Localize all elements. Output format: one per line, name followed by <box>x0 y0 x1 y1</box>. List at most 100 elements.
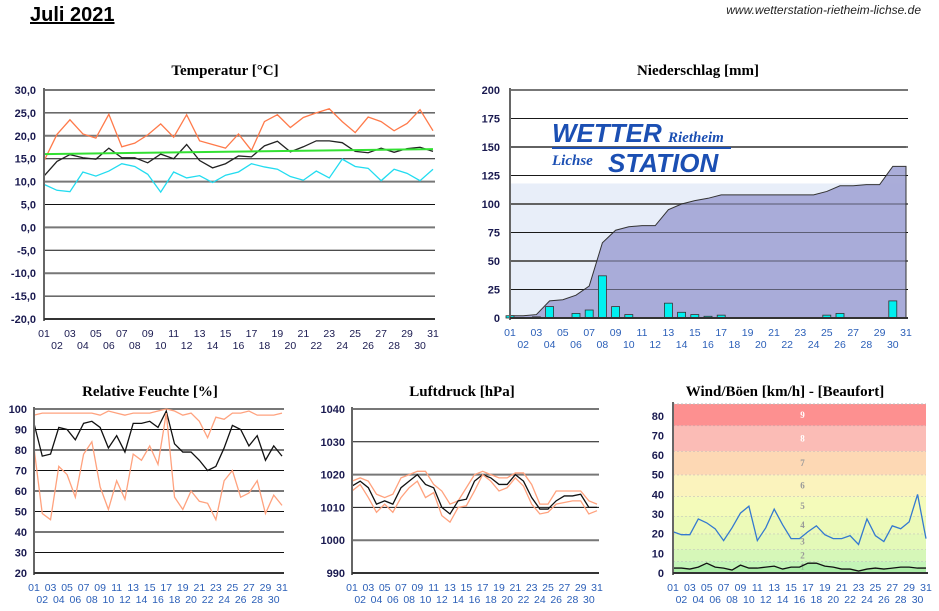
y-tick-label: 20,0 <box>15 131 36 143</box>
max-series-line <box>351 470 598 505</box>
x-tick-label: 24 <box>336 340 348 352</box>
y-tick-label: 200 <box>482 85 500 97</box>
x-tick-label: 26 <box>834 339 846 351</box>
logo-text: WETTER <box>552 118 662 148</box>
x-tick-label: 02 <box>517 339 529 351</box>
x-tick-label: 10 <box>743 594 755 606</box>
y-tick-label: 75 <box>488 228 500 240</box>
chart-title: Temperatur [°C] <box>171 63 278 79</box>
beaufort-label: 6 <box>800 481 805 491</box>
beaufort-band <box>673 404 926 426</box>
x-tick-label: 31 <box>276 582 288 594</box>
x-tick-label: 14 <box>676 339 688 351</box>
x-tick-label: 08 <box>403 594 415 606</box>
beaufort-band <box>673 425 926 452</box>
x-tick-label: 11 <box>111 582 122 594</box>
beaufort-label: 2 <box>800 550 805 560</box>
x-tick-label: 14 <box>207 340 219 352</box>
x-tick-label: 25 <box>349 328 361 340</box>
x-tick-label: 17 <box>246 328 258 340</box>
x-tick-label: 27 <box>847 327 859 339</box>
x-tick-label: 25 <box>821 327 833 339</box>
min-series-line <box>33 412 283 522</box>
x-tick-label: 09 <box>735 582 747 594</box>
max-series-line <box>43 108 434 162</box>
x-tick-label: 26 <box>362 340 374 352</box>
mean-series-line <box>43 140 434 177</box>
x-tick-label: 19 <box>819 582 831 594</box>
x-tick-label: 20 <box>501 594 513 606</box>
chart-title: Niederschlag [mm] <box>637 63 759 79</box>
pressure-chart: Luftdruck [hPa]1040103010201010100099001… <box>321 384 603 606</box>
x-tick-label: 18 <box>811 594 823 606</box>
y-tick-label: 50 <box>15 507 27 519</box>
x-tick-label: 05 <box>379 582 391 594</box>
x-tick-label: 28 <box>861 339 873 351</box>
x-tick-label: 19 <box>493 582 505 594</box>
x-tick-label: 04 <box>692 594 704 606</box>
x-tick-label: 11 <box>168 328 179 340</box>
x-tick-label: 17 <box>477 582 489 594</box>
beaufort-band <box>673 496 926 517</box>
x-tick-label: 20 <box>285 340 297 352</box>
x-tick-label: 09 <box>142 328 154 340</box>
beaufort-label: 7 <box>800 458 805 468</box>
x-tick-label: 29 <box>401 328 413 340</box>
min-series-line <box>351 473 598 524</box>
daily-precip-bar <box>584 309 594 319</box>
x-tick-label: 15 <box>220 328 232 340</box>
y-tick-label: 30 <box>652 509 664 521</box>
x-tick-label: 08 <box>597 339 609 351</box>
x-tick-label: 13 <box>663 327 675 339</box>
x-tick-label: 30 <box>414 340 426 352</box>
x-tick-label: 07 <box>395 582 407 594</box>
x-tick-label: 27 <box>886 582 898 594</box>
x-tick-label: 16 <box>469 594 481 606</box>
beaufort-label: 4 <box>800 520 805 530</box>
x-tick-label: 03 <box>45 582 57 594</box>
x-tick-label: 19 <box>742 327 754 339</box>
y-tick-label: 80 <box>15 445 27 457</box>
x-tick-label: 02 <box>676 594 688 606</box>
beaufort-band <box>673 451 926 475</box>
x-tick-label: 24 <box>534 594 546 606</box>
x-tick-label: 02 <box>354 594 366 606</box>
x-tick-label: 13 <box>768 582 780 594</box>
x-tick-label: 29 <box>575 582 587 594</box>
x-tick-label: 12 <box>119 594 131 606</box>
chart-title: Wind/Böen [km/h] - [Beaufort] <box>686 384 884 400</box>
x-tick-label: 05 <box>557 327 569 339</box>
y-tick-label: 70 <box>652 430 664 442</box>
x-tick-label: 11 <box>637 327 648 339</box>
y-tick-label: 0,0 <box>21 222 36 234</box>
y-tick-label: 10,0 <box>15 177 36 189</box>
beaufort-band <box>673 474 926 497</box>
x-tick-label: 30 <box>583 594 595 606</box>
max-series-line <box>33 408 283 440</box>
x-tick-label: 28 <box>895 594 907 606</box>
y-tick-label: 60 <box>15 486 27 498</box>
mean-series-line <box>673 562 926 572</box>
beaufort-label: 9 <box>800 410 805 420</box>
x-tick-label: 21 <box>768 327 780 339</box>
x-tick-label: 06 <box>69 594 81 606</box>
x-tick-label: 18 <box>169 594 181 606</box>
y-tick-label: 990 <box>327 568 345 580</box>
x-tick-label: 12 <box>760 594 772 606</box>
x-tick-label: 27 <box>243 582 255 594</box>
x-tick-label: 14 <box>452 594 464 606</box>
x-tick-label: 13 <box>444 582 456 594</box>
y-tick-label: 25 <box>488 285 500 297</box>
x-tick-label: 23 <box>323 328 335 340</box>
y-tick-label: 100 <box>9 404 27 416</box>
x-tick-label: 31 <box>920 582 932 594</box>
x-tick-label: 21 <box>297 328 309 340</box>
x-tick-label: 25 <box>227 582 239 594</box>
x-tick-label: 22 <box>518 594 530 606</box>
x-tick-label: 09 <box>411 582 423 594</box>
site-url[interactable]: www.wetterstation-rietheim-lichse.de <box>726 3 921 17</box>
y-tick-label: 1030 <box>321 437 345 449</box>
y-tick-label: 175 <box>482 114 500 126</box>
x-tick-label: 24 <box>808 339 820 351</box>
x-tick-label: 21 <box>509 582 521 594</box>
